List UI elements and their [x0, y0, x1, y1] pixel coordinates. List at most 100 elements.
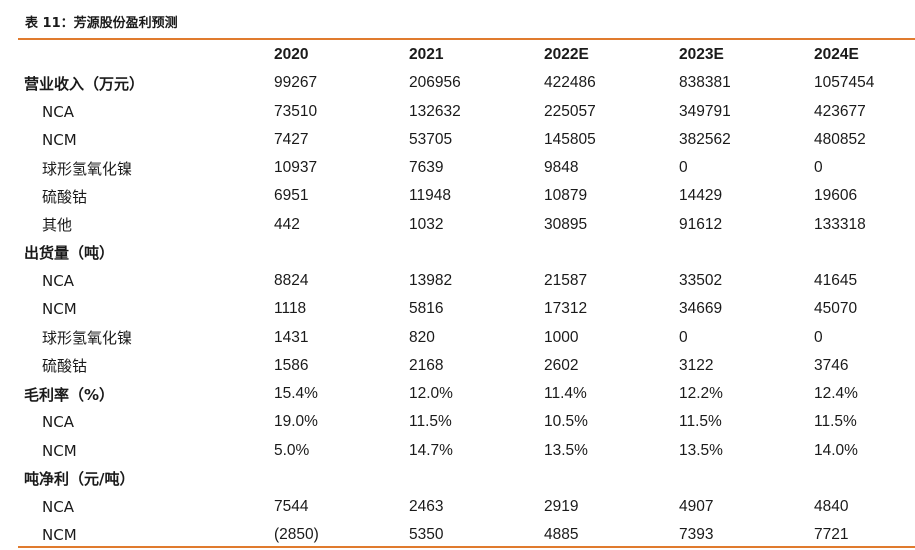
table-cell: 33502: [679, 272, 723, 290]
header-year: 2021: [409, 46, 444, 64]
table-row: NCM 7427 53705 145805 382562 480852: [18, 126, 915, 154]
table-cell: 1431: [274, 328, 309, 346]
header-corner: [18, 41, 274, 69]
table-cell: 11.5%: [679, 413, 722, 431]
table-cell: [679, 465, 814, 493]
table-cell: 1118: [274, 300, 307, 318]
row-sub-label: NCA: [42, 413, 74, 432]
table-cell: [274, 465, 409, 493]
row-sub-label: 硫酸钴: [42, 187, 88, 206]
table-cell: 2602: [544, 356, 579, 374]
table-cell: 0: [679, 328, 688, 346]
table-row: 其他 442 1032 30895 91612 133318: [18, 211, 915, 239]
table-cell: 0: [814, 328, 823, 346]
row-sub-label: 球形氢氧化镍: [42, 329, 133, 348]
bottom-rule: [18, 546, 915, 548]
table-cell: 1032: [409, 215, 444, 233]
table-cell: 5816: [409, 300, 444, 318]
table-cell: 11948: [409, 187, 451, 205]
table-row: 营业收入（万元） 99267 206956 422486 838381 1057454: [18, 69, 915, 97]
table-row: 硫酸钴 1586 2168 2602 3122 3746: [18, 352, 915, 380]
table-cell: 15.4%: [274, 385, 318, 403]
table-cell: 12.2%: [679, 385, 723, 403]
row-sub-label: NCA: [42, 498, 74, 517]
table-cell: 19.0%: [274, 413, 318, 431]
table-cell: 21587: [544, 272, 588, 290]
table-row: NCA 7544 2463 2919 4907 4840: [18, 493, 915, 521]
table-cell: 30895: [544, 215, 588, 233]
table-row: 球形氢氧化镍 1431 820 1000 0 0: [18, 324, 915, 352]
table-cell: 2168: [409, 356, 444, 374]
table-cell: 7721: [814, 526, 849, 544]
table-cell: 6951: [274, 187, 309, 205]
table-cell: 9848: [544, 159, 579, 177]
table-cell: 382562: [679, 130, 731, 148]
table-row: 出货量（吨）: [18, 239, 915, 267]
table-cell: [409, 239, 544, 267]
row-section-label: 吨净利（元/吨）: [24, 470, 135, 489]
table-cell: 7639: [409, 159, 444, 177]
table-caption: 表 11：芳源股份盈利预测: [25, 16, 178, 31]
table-cell: 838381: [679, 74, 731, 92]
table-cell: 4907: [679, 498, 714, 516]
earnings-forecast-table: 2020 2021 2022E 2023E 2024E 营业收入（万元） 9926…: [18, 41, 915, 550]
table-cell: 11.5%: [409, 413, 452, 431]
header-year: 2020: [274, 46, 309, 64]
table-row: 球形氢氧化镍 10937 7639 9848 0 0: [18, 154, 915, 182]
table-row: NCM 1118 5816 17312 34669 45070: [18, 295, 915, 323]
row-sub-label: 其他: [42, 216, 73, 235]
table-cell: 0: [679, 159, 688, 177]
table-cell: 19606: [814, 187, 858, 205]
table-cell: 53705: [409, 130, 453, 148]
row-sub-label: NCA: [42, 102, 74, 121]
table-cell: 73510: [274, 102, 318, 120]
table-cell: 423677: [814, 102, 866, 120]
table-cell: 14.7%: [409, 441, 453, 459]
table-cell: 10.5%: [544, 413, 588, 431]
table-cell: 145805: [544, 130, 596, 148]
table-cell: 10937: [274, 159, 318, 177]
table-row: NCA 73510 132632 225057 349791 423677: [18, 98, 915, 126]
table-row: 吨净利（元/吨）: [18, 465, 915, 493]
table-cell: 480852: [814, 130, 866, 148]
table-row: NCM 5.0% 14.7% 13.5% 13.5% 14.0%: [18, 437, 915, 465]
table-cell: 3122: [679, 356, 714, 374]
table-cell: 14429: [679, 187, 723, 205]
table-cell: 12.0%: [409, 385, 453, 403]
table-cell: 13982: [409, 272, 453, 290]
table-cell: [814, 465, 915, 493]
table-cell: 820: [409, 328, 435, 346]
table-cell: 4840: [814, 498, 849, 516]
table-cell: 206956: [409, 74, 461, 92]
table-cell: 442: [274, 215, 300, 233]
row-sub-label: NCA: [42, 272, 74, 291]
table-cell: 91612: [679, 215, 723, 233]
table-cell: 10879: [544, 187, 588, 205]
table-cell: 349791: [679, 102, 731, 120]
header-year: 2022E: [544, 46, 589, 64]
row-sub-label: NCM: [42, 300, 77, 319]
table-cell: 34669: [679, 300, 723, 318]
table-cell: 13.5%: [544, 441, 588, 459]
row-section-label: 毛利率（%）: [24, 385, 115, 404]
table-cell: 225057: [544, 102, 596, 120]
table-cell: 2463: [409, 498, 444, 516]
table-cell: 12.4%: [814, 385, 858, 403]
top-rule: [18, 38, 915, 40]
table-cell: 3746: [814, 356, 849, 374]
table-cell: [679, 239, 814, 267]
table-cell: 132632: [409, 102, 461, 120]
table-cell: 5.0%: [274, 441, 310, 459]
table-cell: 14.0%: [814, 441, 858, 459]
table-cell: [544, 239, 679, 267]
row-section-label: 营业收入（万元）: [24, 74, 145, 93]
row-sub-label: NCM: [42, 130, 77, 149]
table-cell: 4885: [544, 526, 579, 544]
row-sub-label: NCM: [42, 526, 77, 545]
table-cell: 1000: [544, 328, 579, 346]
table-row: 毛利率（%） 15.4% 12.0% 11.4% 12.2% 12.4%: [18, 380, 915, 408]
table-cell: 17312: [544, 300, 588, 318]
table-cell: 422486: [544, 74, 596, 92]
table-cell: 7544: [274, 498, 309, 516]
table-cell: 13.5%: [679, 441, 723, 459]
